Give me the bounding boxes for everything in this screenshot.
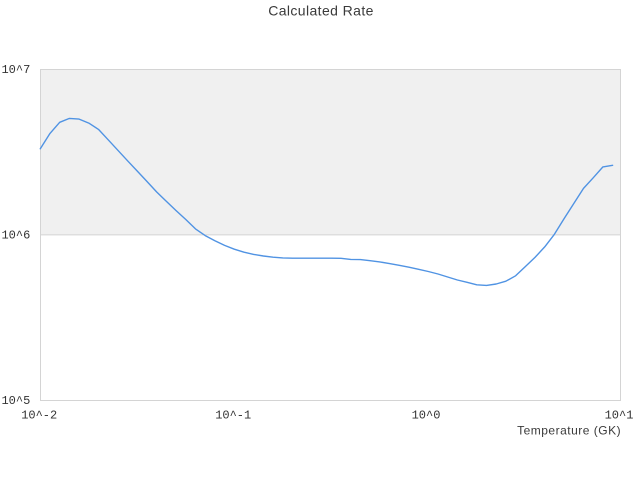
svg-text:10^5: 10^5: [1, 394, 30, 408]
svg-text:10^6: 10^6: [1, 229, 30, 243]
svg-text:10^1: 10^1: [605, 409, 634, 423]
svg-text:Calculated Rate: Calculated Rate: [268, 3, 374, 19]
svg-text:Temperature (GK): Temperature (GK): [517, 423, 621, 437]
svg-text:10^-1: 10^-1: [215, 409, 251, 423]
svg-text:10^7: 10^7: [1, 63, 30, 77]
svg-text:10^0: 10^0: [412, 409, 441, 423]
svg-text:10^-2: 10^-2: [21, 409, 57, 423]
